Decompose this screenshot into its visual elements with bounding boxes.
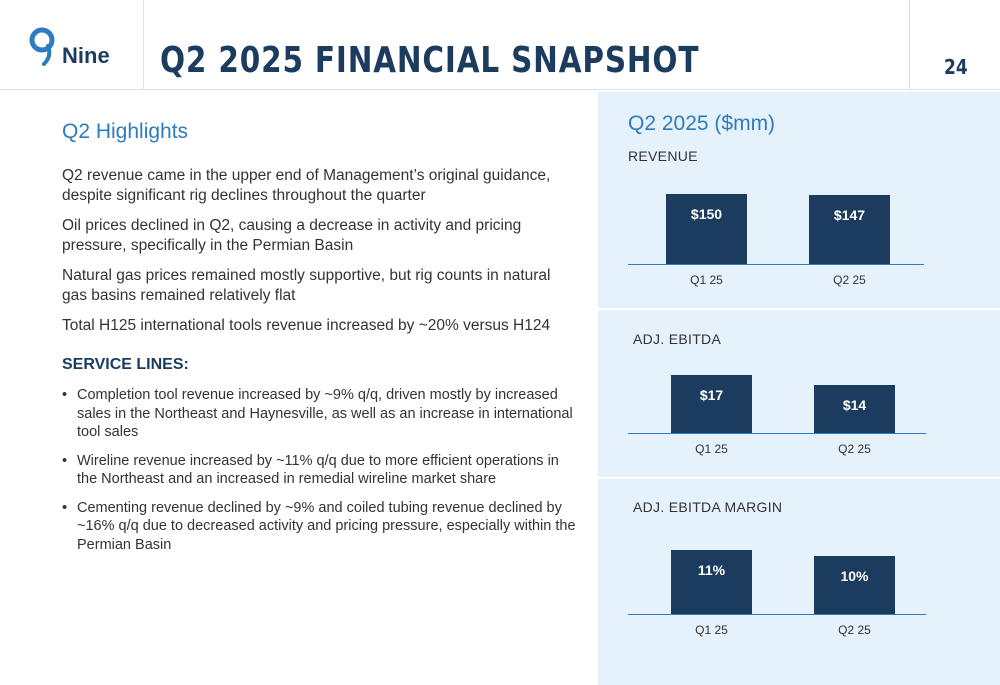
chart-baseline (628, 433, 926, 434)
category-tick-label: Q1 25 (695, 442, 728, 456)
panel-divider (598, 477, 1000, 479)
nine-logo-icon (29, 27, 55, 66)
category-tick-label: Q2 25 (838, 623, 871, 637)
category-tick-label: Q1 25 (695, 623, 728, 637)
chart-title: REVENUE (628, 148, 698, 164)
header-divider (909, 0, 910, 90)
highlights-heading: Q2 Highlights (62, 120, 189, 143)
highlight-paragraph: Total H125 international tools revenue i… (62, 317, 551, 334)
chart-bar: $14 (814, 385, 895, 433)
summary-heading: Q2 2025 ($mm) (628, 112, 776, 135)
highlight-paragraph: Natural gas prices remained mostly suppo… (62, 267, 551, 304)
service-line-item: Completion tool revenue increased by ~9%… (62, 386, 577, 442)
chart-title: ADJ. EBITDA (633, 331, 722, 347)
panel-divider (598, 308, 1000, 310)
bar-value-label: $14 (842, 397, 867, 414)
highlight-paragraph: Oil prices declined in Q2, causing a dec… (62, 217, 522, 254)
bar-value-label: $150 (690, 206, 723, 222)
chart-bar: 11% (671, 550, 752, 614)
service-lines-title: SERVICE LINES: (62, 356, 189, 373)
highlights-section: Q2 Highlights Q2 revenue came in the upp… (62, 120, 577, 564)
chart-bar: $17 (671, 375, 752, 433)
header: Nine Q2 2025 FINANCIAL SNAPSHOT 24 (0, 0, 1000, 90)
category-tick-label: Q2 25 (833, 273, 866, 287)
highlight-paragraph: Q2 revenue came in the upper end of Mana… (62, 167, 551, 204)
bar-value-label: 11% (697, 562, 726, 578)
chart-baseline (628, 614, 926, 615)
chart-baseline (628, 264, 924, 265)
service-lines-list: Completion tool revenue increased by ~9%… (62, 386, 577, 554)
bar-value-label: 10% (840, 567, 869, 584)
bar-value-label: $17 (699, 387, 724, 403)
bar-value-label: $147 (833, 207, 866, 224)
chart-bar: $150 (666, 194, 747, 264)
category-tick-label: Q1 25 (690, 273, 723, 287)
chart-bar: $147 (809, 195, 890, 264)
page-number: 24 (944, 55, 968, 79)
summary-panel: Q2 2025 ($mm) REVENUE $150 Q1 25 $147 Q2 25 A… (598, 92, 1000, 685)
header-divider (143, 0, 144, 90)
chart-title: ADJ. EBITDA MARGIN (633, 499, 783, 515)
logo-text: Nine (62, 43, 110, 68)
chart-bar: 10% (814, 555, 895, 614)
service-line-item: Wireline revenue increased by ~11% q/q d… (62, 452, 577, 489)
page-title: Q2 2025 FINANCIAL SNAPSHOT (160, 40, 700, 81)
category-tick-label: Q2 25 (838, 442, 871, 456)
service-line-item: Cementing revenue declined by ~9% and co… (62, 499, 577, 555)
